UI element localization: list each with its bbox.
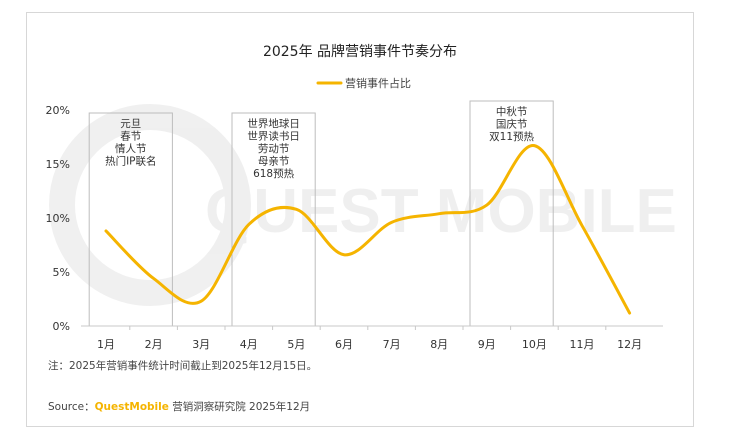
footnote: 注：2025年营销事件统计时间截止到2025年12月15日。 — [48, 359, 317, 372]
y-tick-label: 15% — [46, 158, 70, 171]
x-tick-label: 6月 — [335, 338, 353, 351]
annotation-line: 劳动节 — [258, 142, 290, 155]
x-tick-label: 5月 — [287, 338, 305, 351]
y-tick-label: 20% — [46, 104, 70, 117]
annotation-line: 元旦 — [120, 118, 141, 130]
x-tick-label: 12月 — [617, 338, 642, 351]
annotation-line: 双11预热 — [489, 130, 534, 143]
series-layer — [104, 144, 632, 315]
source-line: Source：QuestMobile 营销洞察研究院 2025年12月 — [48, 400, 310, 413]
annotation-line: 母亲节 — [258, 155, 290, 168]
x-tick-label: 11月 — [570, 338, 595, 351]
x-tick-label: 8月 — [430, 338, 448, 351]
x-tick-label: 9月 — [478, 338, 496, 351]
legend-label: 营销事件占比 — [345, 76, 411, 90]
annotation-line: 618预热 — [253, 167, 295, 180]
source-rest: 营销洞察研究院 2025年12月 — [169, 400, 310, 413]
chart-card — [26, 12, 694, 427]
watermark-text: QUEST MOBILE — [205, 177, 677, 246]
annotation-line: 情人节 — [115, 142, 147, 155]
axis-layer: 0% 5% 10% 15% 20% 1月 2月 3月 4月 5月 6月 7月 8月 9月 10月 11月 12月 — [46, 104, 663, 351]
x-tick-label: 10月 — [522, 338, 547, 351]
x-tick-label: 7月 — [383, 338, 401, 351]
x-tick-label: 2月 — [145, 338, 163, 351]
source-brand: QuestMobile — [95, 401, 169, 413]
y-tick-label: 10% — [46, 212, 70, 225]
y-tick-label: 5% — [53, 266, 70, 279]
chart-title: 2025年 品牌营销事件节奏分布 — [263, 43, 457, 60]
x-tick-label: 3月 — [192, 338, 210, 351]
annotation-line: 国庆节 — [496, 118, 528, 131]
series-line — [104, 144, 632, 315]
watermark-logo: QUEST MOBILE — [49, 104, 677, 306]
x-tick-label: 1月 — [97, 338, 115, 351]
annotation-line: 世界读书日 — [247, 130, 300, 143]
annotation-line: 热门IP联名 — [105, 155, 156, 168]
y-tick-label: 0% — [53, 320, 70, 333]
x-tick-label: 4月 — [240, 338, 258, 351]
annotation-line: 世界地球日 — [247, 117, 300, 130]
legend: 营销事件占比 — [316, 76, 411, 90]
annotation-line: 春节 — [120, 131, 141, 143]
source-prefix: Source： — [48, 401, 95, 413]
annotation-line: 中秋节 — [496, 105, 528, 118]
